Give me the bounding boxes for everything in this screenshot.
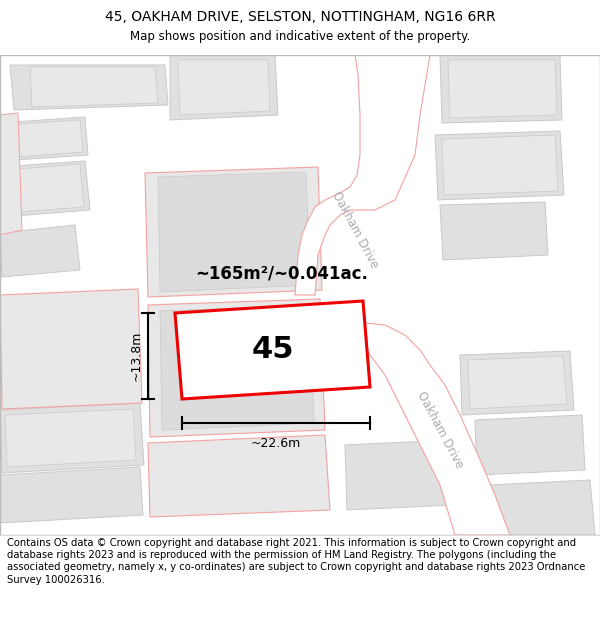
Polygon shape bbox=[5, 164, 84, 213]
Polygon shape bbox=[435, 131, 564, 200]
Polygon shape bbox=[170, 55, 278, 120]
Polygon shape bbox=[0, 225, 80, 277]
Polygon shape bbox=[448, 60, 557, 118]
Polygon shape bbox=[460, 351, 574, 415]
Polygon shape bbox=[0, 113, 22, 235]
Polygon shape bbox=[475, 415, 585, 475]
Polygon shape bbox=[175, 301, 370, 399]
Polygon shape bbox=[148, 299, 325, 437]
Text: Map shows position and indicative extent of the property.: Map shows position and indicative extent… bbox=[130, 30, 470, 43]
Polygon shape bbox=[0, 161, 90, 217]
Polygon shape bbox=[145, 167, 322, 297]
Text: ~165m²/~0.041ac.: ~165m²/~0.041ac. bbox=[195, 264, 368, 282]
Text: 45: 45 bbox=[251, 336, 294, 364]
Polygon shape bbox=[442, 135, 558, 195]
Text: 45, OAKHAM DRIVE, SELSTON, NOTTINGHAM, NG16 6RR: 45, OAKHAM DRIVE, SELSTON, NOTTINGHAM, N… bbox=[104, 10, 496, 24]
Polygon shape bbox=[345, 323, 510, 535]
Polygon shape bbox=[5, 120, 83, 158]
Polygon shape bbox=[490, 480, 595, 535]
Polygon shape bbox=[295, 55, 430, 295]
Text: Oakham Drive: Oakham Drive bbox=[414, 389, 466, 471]
Polygon shape bbox=[10, 65, 168, 110]
Polygon shape bbox=[5, 409, 136, 467]
Polygon shape bbox=[440, 202, 548, 260]
Text: Oakham Drive: Oakham Drive bbox=[329, 189, 381, 271]
Polygon shape bbox=[160, 305, 314, 430]
Text: ~13.8m: ~13.8m bbox=[130, 331, 143, 381]
Polygon shape bbox=[158, 172, 310, 292]
Polygon shape bbox=[30, 67, 158, 107]
Text: Contains OS data © Crown copyright and database right 2021. This information is : Contains OS data © Crown copyright and d… bbox=[7, 538, 586, 585]
Polygon shape bbox=[440, 55, 562, 123]
Polygon shape bbox=[178, 60, 270, 115]
Polygon shape bbox=[0, 289, 142, 409]
Polygon shape bbox=[468, 356, 567, 409]
Polygon shape bbox=[0, 403, 144, 473]
Polygon shape bbox=[0, 117, 88, 161]
Polygon shape bbox=[0, 467, 143, 523]
Text: ~22.6m: ~22.6m bbox=[251, 437, 301, 450]
Polygon shape bbox=[345, 440, 452, 510]
Polygon shape bbox=[148, 435, 330, 517]
